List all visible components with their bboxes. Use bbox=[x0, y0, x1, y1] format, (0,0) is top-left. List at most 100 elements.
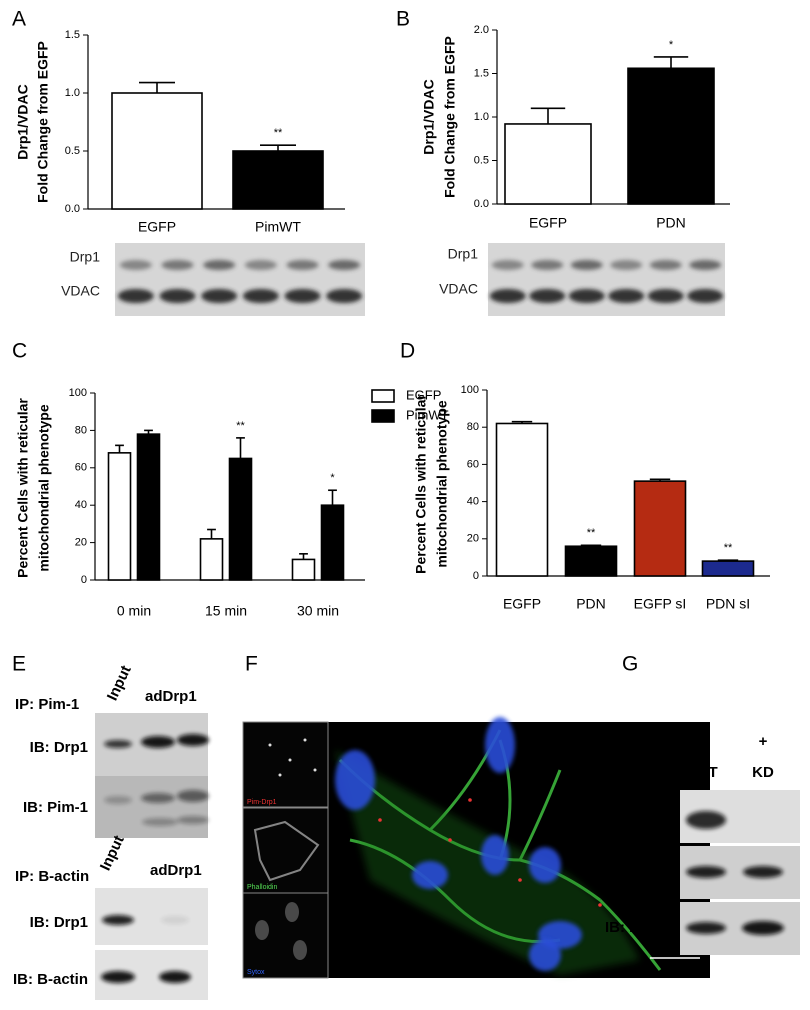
lane-label: Input bbox=[97, 833, 128, 873]
nucleus bbox=[481, 835, 509, 875]
phalloidin-inset bbox=[253, 820, 320, 882]
blot-band bbox=[647, 289, 684, 303]
y-tick-label: 0.0 bbox=[474, 198, 489, 210]
blot-band bbox=[177, 816, 209, 824]
nucleus bbox=[335, 750, 375, 810]
blot-band bbox=[491, 260, 524, 270]
y-tick-label: 80 bbox=[467, 421, 479, 433]
bar bbox=[320, 504, 345, 581]
panel-letter: E bbox=[12, 653, 26, 676]
blot-band bbox=[142, 818, 178, 826]
bar bbox=[232, 150, 324, 210]
blot-band bbox=[686, 866, 726, 878]
blot-band bbox=[326, 289, 363, 303]
blot-row-label: IB: Drp1 bbox=[612, 863, 670, 880]
blot-band bbox=[743, 866, 783, 878]
y-tick-label: 80 bbox=[75, 424, 87, 436]
puncta bbox=[598, 903, 602, 907]
puncta bbox=[448, 838, 452, 842]
inset-label: Phalloidin bbox=[247, 884, 277, 891]
ip-label: IP: Pim-1 bbox=[15, 696, 79, 713]
nucleus-inset bbox=[255, 920, 269, 940]
condition-value: KD bbox=[752, 764, 774, 781]
legend-swatch bbox=[371, 389, 395, 403]
puncta-inset bbox=[313, 768, 317, 772]
bar bbox=[701, 560, 755, 577]
blot-band bbox=[742, 921, 784, 935]
y-tick-label: 0 bbox=[81, 574, 87, 586]
x-tick-label: EGFP bbox=[503, 596, 541, 612]
legend-label: PimWT bbox=[406, 407, 449, 422]
y-axis-label: Drp1/VDAC bbox=[421, 79, 437, 154]
blot-row-label: IB: Drp1 bbox=[30, 739, 88, 756]
bar bbox=[564, 545, 618, 577]
y-tick-label: 100 bbox=[69, 387, 87, 399]
blot-band bbox=[141, 793, 175, 803]
bar bbox=[136, 433, 161, 581]
blot-band bbox=[102, 915, 134, 925]
nucleus-inset bbox=[293, 940, 307, 960]
panel-letter: B bbox=[396, 8, 410, 31]
puncta bbox=[378, 818, 382, 822]
blot-band bbox=[104, 796, 132, 804]
bar bbox=[107, 452, 132, 581]
blot-band bbox=[161, 916, 189, 924]
blot-band bbox=[242, 289, 279, 303]
blot-label: Drp1 bbox=[448, 246, 479, 262]
bar bbox=[504, 123, 592, 205]
blot-band bbox=[328, 260, 361, 270]
blot-band bbox=[689, 260, 722, 270]
bar bbox=[495, 422, 549, 577]
inset bbox=[242, 721, 329, 808]
y-tick-label: 1.0 bbox=[474, 111, 489, 123]
bar bbox=[627, 67, 715, 205]
blot-band bbox=[177, 790, 209, 802]
y-tick-label: 0.5 bbox=[65, 145, 80, 157]
blot-band bbox=[284, 289, 321, 303]
puncta-inset bbox=[278, 773, 282, 777]
nucleus bbox=[529, 847, 561, 883]
nucleus-inset bbox=[285, 902, 299, 922]
panel-letter: F bbox=[245, 653, 258, 676]
nucleus bbox=[485, 717, 515, 773]
blot-band bbox=[201, 289, 238, 303]
y-tick-label: 1.5 bbox=[65, 29, 80, 41]
bar bbox=[111, 92, 203, 210]
condition-value: + bbox=[759, 733, 768, 750]
lane-label: adDrp1 bbox=[150, 862, 202, 879]
significance: ** bbox=[274, 127, 283, 139]
y-axis-label: Drp1/VDAC bbox=[15, 84, 31, 159]
inset bbox=[242, 892, 329, 979]
blot-band bbox=[608, 289, 645, 303]
panel-letter: C bbox=[12, 340, 27, 363]
y-tick-label: 0.0 bbox=[65, 203, 80, 215]
bar bbox=[291, 558, 316, 581]
blot-image bbox=[115, 243, 365, 316]
blot-band bbox=[529, 289, 566, 303]
x-tick-label: PDN bbox=[576, 596, 606, 612]
significance: ** bbox=[236, 420, 245, 432]
panel-letter: G bbox=[622, 653, 638, 676]
y-tick-label: 0 bbox=[473, 570, 479, 582]
blot-band bbox=[177, 734, 209, 746]
condition-label: Pim-1 bbox=[629, 764, 670, 781]
y-tick-label: 1.0 bbox=[65, 87, 80, 99]
bar bbox=[199, 538, 224, 581]
blot-band bbox=[610, 260, 643, 270]
condition-value: WT bbox=[694, 764, 717, 781]
blot-row-label: IB: Pim-1 bbox=[605, 919, 670, 936]
x-tick-label: PimWT bbox=[255, 219, 301, 235]
y-tick-label: 20 bbox=[75, 537, 87, 549]
x-tick-label: 30 min bbox=[297, 603, 339, 619]
blot-band bbox=[649, 260, 682, 270]
y-tick-label: 2.0 bbox=[474, 24, 489, 36]
blot-band bbox=[244, 260, 277, 270]
panel-letter: D bbox=[400, 340, 415, 363]
blot-band bbox=[686, 811, 726, 829]
blot-band bbox=[568, 289, 605, 303]
nucleus bbox=[529, 939, 561, 971]
blot-band bbox=[686, 922, 726, 934]
blot-image bbox=[488, 243, 725, 316]
x-tick-label: EGFP sI bbox=[634, 596, 687, 612]
